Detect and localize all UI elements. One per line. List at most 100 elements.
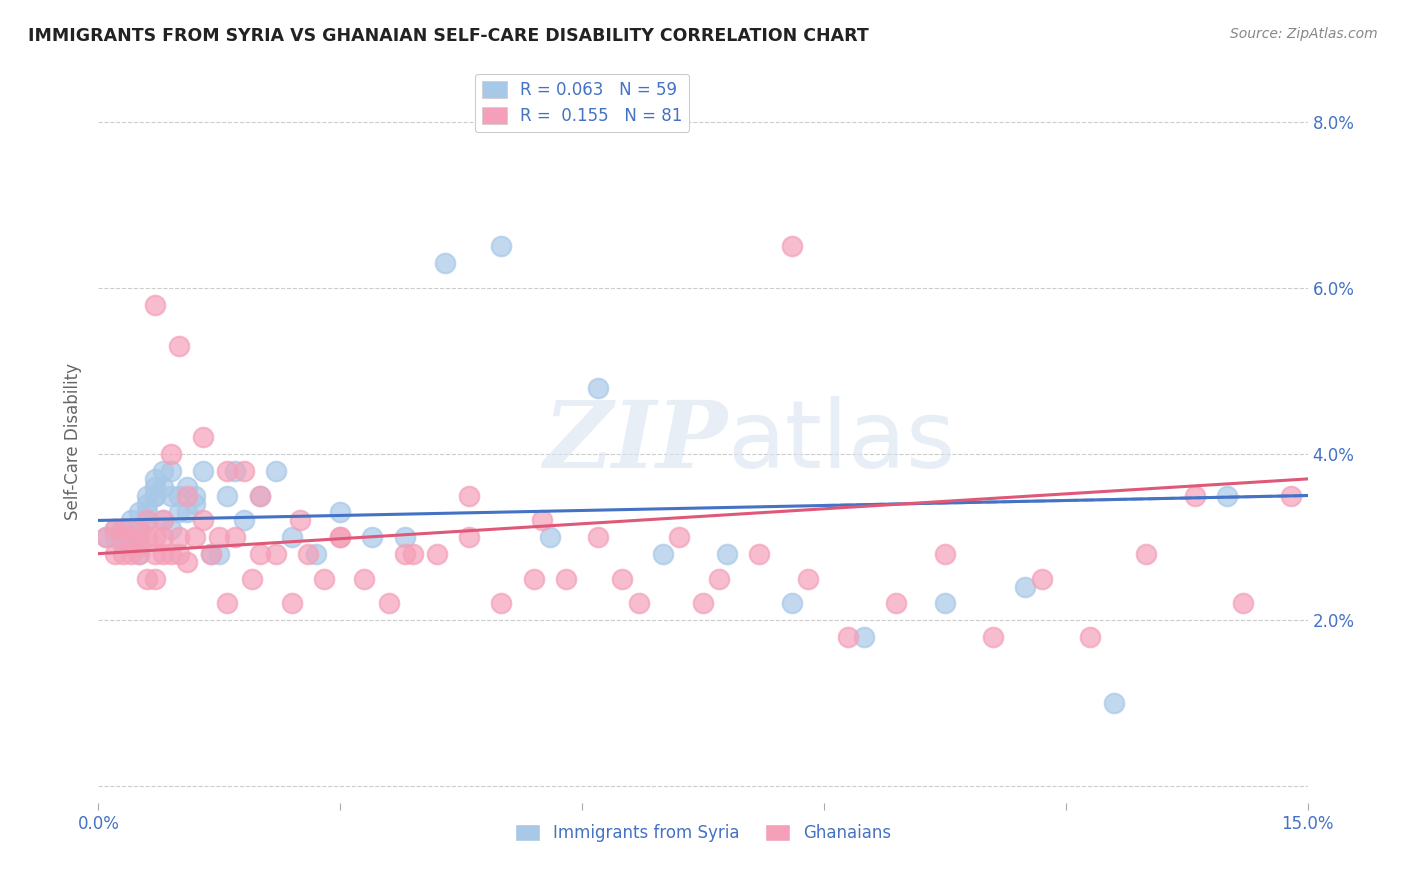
Point bbox=[1014, 580, 1036, 594]
Point bbox=[120, 547, 142, 561]
Point bbox=[305, 547, 328, 561]
Point bbox=[193, 513, 215, 527]
Point bbox=[176, 480, 198, 494]
Point bbox=[612, 572, 634, 586]
Point bbox=[1184, 489, 1206, 503]
Point bbox=[135, 513, 157, 527]
Point bbox=[128, 522, 150, 536]
Point bbox=[314, 572, 336, 586]
Point bbox=[128, 547, 150, 561]
Point bbox=[853, 630, 876, 644]
Point bbox=[249, 489, 271, 503]
Point bbox=[103, 522, 125, 536]
Point bbox=[394, 547, 416, 561]
Point bbox=[361, 530, 384, 544]
Point bbox=[103, 547, 125, 561]
Point bbox=[281, 530, 304, 544]
Point bbox=[152, 547, 174, 561]
Point bbox=[128, 547, 150, 561]
Point bbox=[120, 538, 142, 552]
Text: Source: ZipAtlas.com: Source: ZipAtlas.com bbox=[1230, 27, 1378, 41]
Point bbox=[184, 489, 207, 503]
Point bbox=[135, 497, 157, 511]
Point bbox=[193, 430, 215, 444]
Point bbox=[120, 530, 142, 544]
Point bbox=[434, 256, 457, 270]
Point bbox=[128, 530, 150, 544]
Point bbox=[586, 380, 609, 394]
Point bbox=[111, 522, 134, 536]
Point bbox=[748, 547, 770, 561]
Point bbox=[120, 522, 142, 536]
Point bbox=[135, 505, 157, 519]
Point bbox=[458, 530, 481, 544]
Point bbox=[128, 538, 150, 552]
Point bbox=[152, 464, 174, 478]
Point bbox=[651, 547, 673, 561]
Point bbox=[96, 530, 118, 544]
Point bbox=[297, 547, 319, 561]
Point bbox=[1232, 597, 1254, 611]
Point bbox=[208, 547, 231, 561]
Point bbox=[143, 530, 166, 544]
Point bbox=[377, 597, 399, 611]
Point bbox=[128, 522, 150, 536]
Point bbox=[96, 530, 118, 544]
Point bbox=[193, 464, 215, 478]
Point bbox=[176, 505, 198, 519]
Point bbox=[135, 513, 157, 527]
Point bbox=[780, 239, 803, 253]
Point bbox=[224, 464, 246, 478]
Point bbox=[160, 489, 183, 503]
Point bbox=[668, 530, 690, 544]
Point bbox=[160, 464, 183, 478]
Point bbox=[208, 530, 231, 544]
Point bbox=[103, 522, 125, 536]
Point bbox=[523, 572, 546, 586]
Point bbox=[135, 530, 157, 544]
Point bbox=[491, 597, 513, 611]
Point bbox=[217, 597, 239, 611]
Point bbox=[249, 547, 271, 561]
Point bbox=[167, 547, 190, 561]
Point bbox=[167, 530, 190, 544]
Point bbox=[143, 547, 166, 561]
Point bbox=[240, 572, 263, 586]
Point bbox=[176, 555, 198, 569]
Point bbox=[797, 572, 820, 586]
Point bbox=[200, 547, 222, 561]
Point bbox=[264, 547, 287, 561]
Legend: Immigrants from Syria, Ghanaians: Immigrants from Syria, Ghanaians bbox=[508, 817, 898, 848]
Point bbox=[780, 597, 803, 611]
Point bbox=[160, 447, 183, 461]
Point bbox=[353, 572, 375, 586]
Point bbox=[692, 597, 714, 611]
Point bbox=[329, 505, 352, 519]
Point bbox=[135, 489, 157, 503]
Point bbox=[402, 547, 425, 561]
Point bbox=[111, 522, 134, 536]
Point bbox=[1078, 630, 1101, 644]
Point bbox=[200, 547, 222, 561]
Point bbox=[329, 530, 352, 544]
Point bbox=[128, 505, 150, 519]
Point bbox=[143, 480, 166, 494]
Point bbox=[160, 547, 183, 561]
Point bbox=[394, 530, 416, 544]
Point bbox=[538, 530, 561, 544]
Text: IMMIGRANTS FROM SYRIA VS GHANAIAN SELF-CARE DISABILITY CORRELATION CHART: IMMIGRANTS FROM SYRIA VS GHANAIAN SELF-C… bbox=[28, 27, 869, 45]
Point bbox=[152, 513, 174, 527]
Point bbox=[184, 530, 207, 544]
Point bbox=[329, 530, 352, 544]
Point bbox=[143, 489, 166, 503]
Point bbox=[232, 513, 254, 527]
Point bbox=[103, 530, 125, 544]
Point bbox=[426, 547, 449, 561]
Point bbox=[176, 489, 198, 503]
Point bbox=[135, 572, 157, 586]
Point bbox=[555, 572, 578, 586]
Point bbox=[264, 464, 287, 478]
Point bbox=[111, 530, 134, 544]
Point bbox=[152, 480, 174, 494]
Point bbox=[111, 547, 134, 561]
